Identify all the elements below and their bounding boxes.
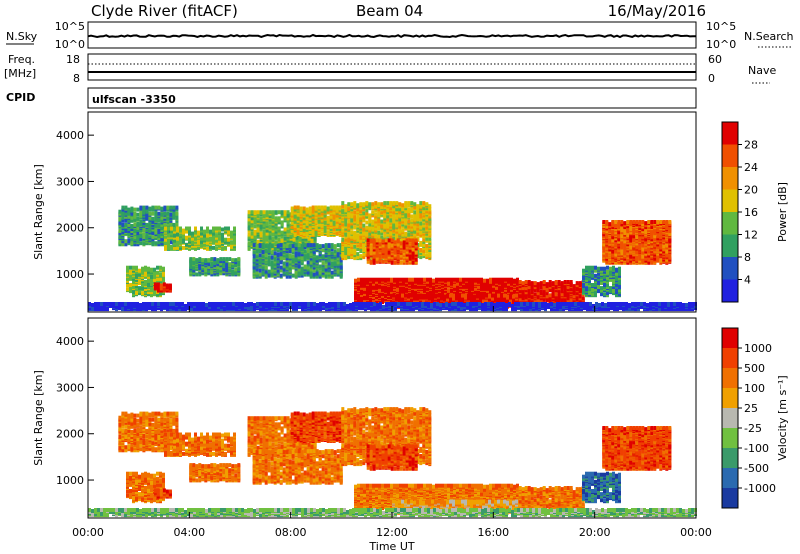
velocity-colorbar-swatch (722, 368, 738, 388)
velocity-colorbar-tick-label: 1000 (744, 342, 772, 355)
velocity-colorbar-tick-label: -1000 (744, 482, 776, 495)
power-colorbar-swatch (722, 235, 738, 258)
freq-panel: Freq. [MHz] 18 8 60 0 Nave (4, 53, 776, 85)
power-colorbar: 4 8 12 16 20 24 28 (722, 122, 758, 302)
velocity-colorbar-swatch (722, 448, 738, 468)
power-ylabel: Slant Range [km] (32, 164, 45, 260)
power-colorbar-swatch (722, 280, 738, 303)
nsearch-tick-top: 10^5 (706, 20, 736, 33)
freq-label: Freq. (8, 53, 35, 66)
time-axis-label: Time UT (368, 540, 414, 553)
velocity-panel: 1000 2000 3000 4000 00:00 04:00 08:00 12:00 16:… (32, 318, 712, 539)
velocity-colorbar-tick-label: 25 (744, 402, 758, 415)
power-ytick-label: 4000 (56, 129, 84, 142)
velocity-xtick-label: 12:00 (376, 526, 408, 539)
velocity-ytick-label: 4000 (56, 335, 84, 348)
power-colorbar-swatch (722, 212, 738, 235)
nsearch-label: N.Search (744, 30, 794, 43)
velocity-colorbar-swatch (722, 328, 738, 348)
power-colorbar-tick-label: 8 (744, 251, 751, 264)
power-colorbar-swatch (722, 122, 738, 145)
date-title: 16/May/2016 (608, 2, 706, 20)
power-ytick-label: 3000 (56, 175, 84, 188)
velocity-ytick-label: 1000 (56, 474, 84, 487)
velocity-colorbar-swatch (722, 488, 738, 508)
power-colorbar-tick-label: 24 (744, 161, 758, 174)
velocity-xtick-label: 16:00 (477, 526, 509, 539)
nsky-trace (88, 35, 696, 37)
freq-tick-top: 18 (66, 53, 80, 66)
velocity-colorbar: -1000 -500 -100 -25 25 100 500 1000 (722, 328, 776, 508)
power-colorbar-tick-label: 12 (744, 229, 758, 242)
velocity-colorbar-tick-label: -100 (744, 442, 769, 455)
velocity-colorbar-tick-label: 500 (744, 362, 765, 375)
power-colorbar-tick-label: 4 (744, 274, 751, 287)
cpid-value: ulfscan -3350 (92, 93, 176, 106)
velocity-colorbar-swatch (722, 428, 738, 448)
velocity-colorbar-label: Velocity [m s⁻¹] (776, 375, 789, 460)
nsky-tick-bottom: 10^0 (55, 38, 85, 51)
nsearch-tick-bottom: 10^0 (706, 38, 736, 51)
power-ytick-label: 2000 (56, 222, 84, 235)
velocity-xtick-label: 00:00 (680, 526, 712, 539)
freq-unit: [MHz] (4, 67, 36, 80)
velocity-colorbar-swatch (722, 388, 738, 408)
power-colorbar-tick-label: 16 (744, 206, 758, 219)
velocity-ytick-label: 3000 (56, 381, 84, 394)
velocity-colorbar-swatch (722, 468, 738, 488)
power-colorbar-swatch (722, 190, 738, 213)
power-colorbar-swatch (722, 257, 738, 280)
velocity-xtick-label: 04:00 (173, 526, 205, 539)
velocity-colorbar-tick-label: -25 (744, 422, 762, 435)
power-colorbar-label: Power [dB] (776, 182, 789, 242)
velocity-ylabel: Slant Range [km] (32, 370, 45, 466)
power-colorbar-tick-label: 28 (744, 139, 758, 152)
nsky-label: N.Sky (6, 30, 38, 43)
velocity-colorbar-tick-label: 100 (744, 382, 765, 395)
power-colorbar-swatch (722, 167, 738, 190)
velocity-colorbar-tick-label: -500 (744, 462, 769, 475)
power-panel: 1000 2000 3000 4000 Slant Range [km] (32, 112, 697, 312)
velocity-xtick-label: 08:00 (275, 526, 307, 539)
station-title: Clyde River (fitACF) (91, 2, 238, 20)
nsky-tick-top: 10^5 (55, 20, 85, 33)
nave-tick-bottom: 0 (708, 72, 715, 85)
cpid-label: CPID (6, 91, 35, 104)
beam-title: Beam 04 (356, 2, 423, 20)
nave-tick-top: 60 (708, 53, 722, 66)
power-ytick-label: 1000 (56, 268, 84, 281)
velocity-colorbar-swatch (722, 348, 738, 368)
velocity-xtick-label: 00:00 (72, 526, 104, 539)
freq-tick-bottom: 8 (73, 72, 80, 85)
cpid-panel (88, 88, 696, 108)
power-colorbar-swatch (722, 145, 738, 168)
velocity-colorbar-swatch (722, 408, 738, 428)
power-colorbar-tick-label: 20 (744, 184, 758, 197)
velocity-xtick-label: 20:00 (579, 526, 611, 539)
velocity-ytick-label: 2000 (56, 428, 84, 441)
nsky-panel: N.Sky 10^5 10^0 10^5 10^0 N.Search (6, 20, 794, 51)
nave-label: Nave (748, 64, 776, 77)
